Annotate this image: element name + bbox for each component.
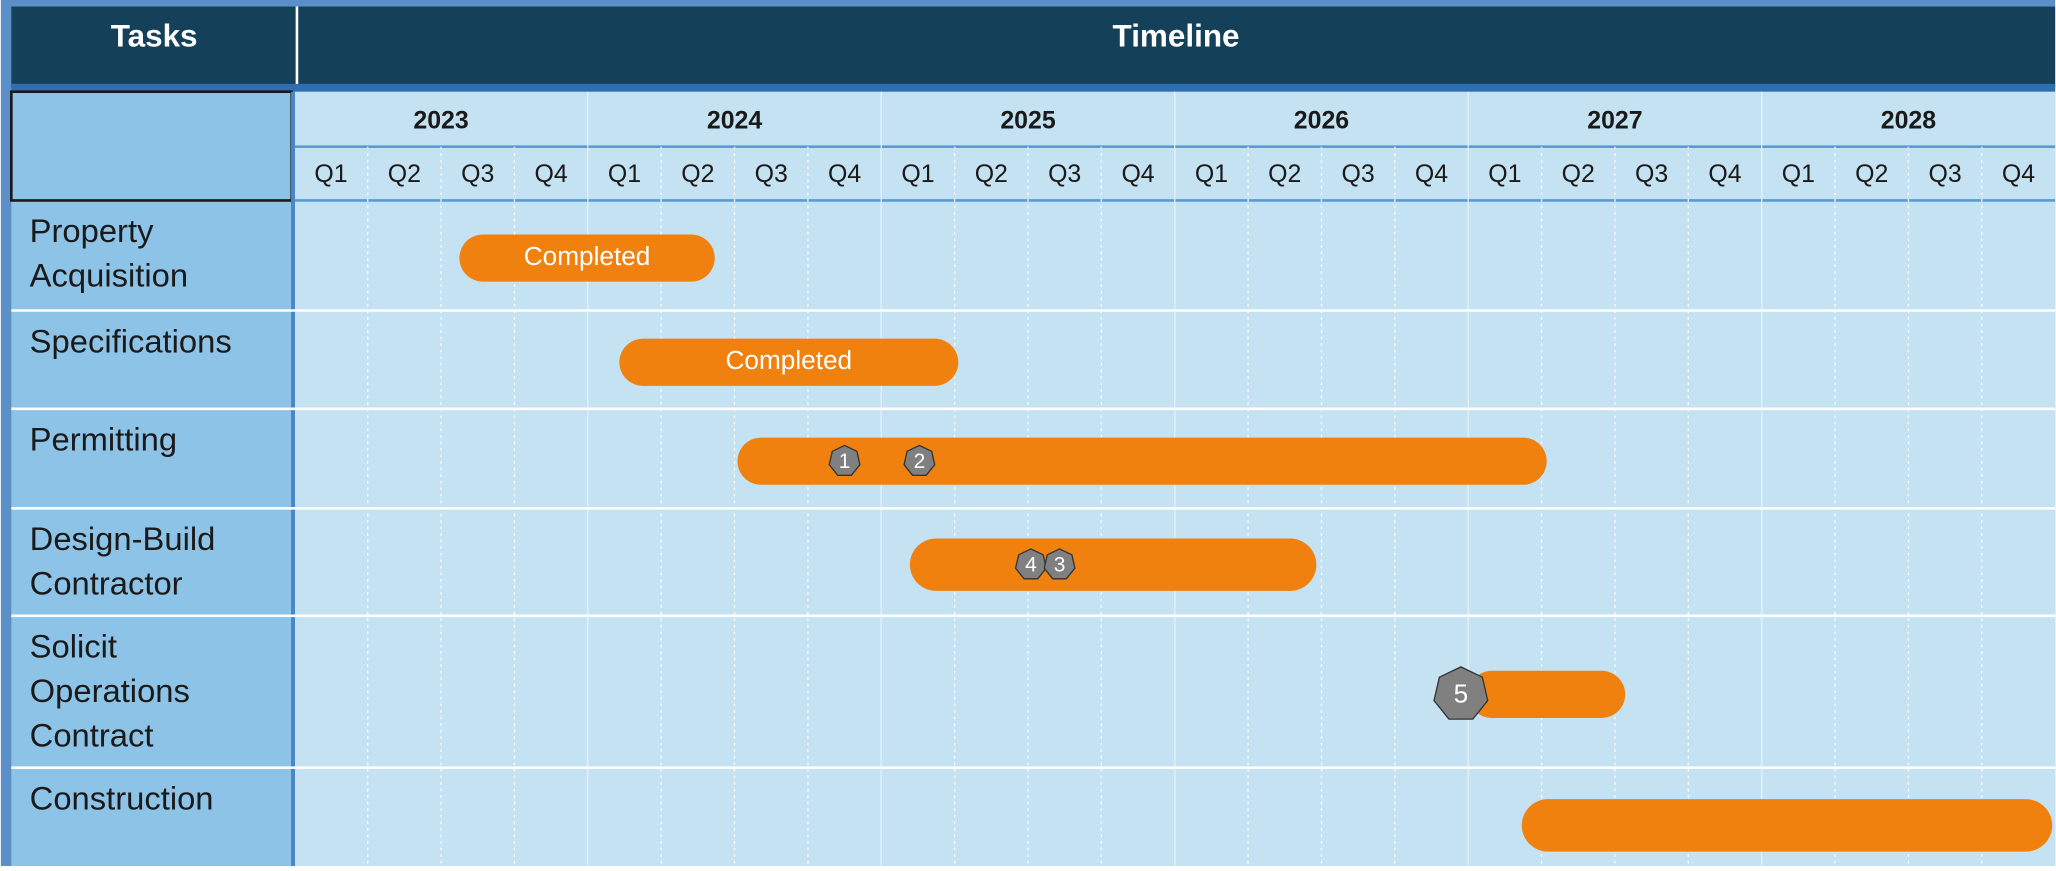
quarter-label: Q4: [535, 160, 568, 188]
task-label: Property Acquisition: [30, 212, 188, 294]
task-bar: [909, 538, 1317, 591]
quarter-label: Q3: [1048, 160, 1081, 188]
quarter-label: Q3: [755, 160, 788, 188]
quarter-label: Q4: [2002, 160, 2035, 188]
year-label: 2027: [1587, 106, 1642, 134]
year-label: 2025: [1000, 106, 1056, 134]
task-label: Construction: [30, 779, 214, 816]
milestone: [903, 444, 936, 476]
task-label: Design-Build Contractor: [30, 520, 216, 602]
task-bar: [619, 338, 959, 386]
task-label: Solicit Operations Contract: [30, 627, 190, 753]
milestone-label: 5: [1454, 679, 1469, 709]
task-bar: [459, 234, 715, 282]
quarter-label: Q3: [1635, 160, 1668, 188]
quarter-label: Q3: [461, 160, 494, 188]
quarter-label: Q1: [901, 160, 934, 188]
bar-label: Completed: [524, 241, 651, 271]
task-label: Specifications: [30, 322, 232, 359]
milestone-label: 3: [1054, 554, 1066, 577]
timeline-header: Timeline: [1113, 18, 1240, 53]
quarter-label: Q1: [314, 160, 347, 188]
quarter-label: Q4: [1708, 160, 1741, 188]
quarter-label: Q1: [1195, 160, 1228, 188]
bar-label: Completed: [725, 345, 852, 375]
milestone: [828, 444, 861, 476]
header-border: [11, 83, 2056, 92]
quarter-label: Q3: [1929, 160, 1962, 188]
quarter-label: Q1: [1782, 160, 1815, 188]
year-label: 2023: [413, 106, 468, 134]
milestone-label: 2: [914, 450, 926, 473]
year-label: 2024: [707, 106, 763, 134]
year-label: 2028: [1881, 106, 1937, 134]
header-bar: [11, 6, 2056, 88]
quarter-label: Q2: [975, 160, 1008, 188]
milestone: [1043, 548, 1076, 580]
milestone-label: 1: [839, 450, 851, 473]
quarter-label: Q4: [828, 160, 861, 188]
task-label: Permitting: [30, 420, 177, 457]
quarter-label: Q2: [1855, 160, 1888, 188]
task-bar: [737, 437, 1547, 485]
task-column: [11, 91, 295, 866]
quarter-label: Q2: [1562, 160, 1595, 188]
quarter-label: Q2: [681, 160, 714, 188]
task-bar: [1468, 670, 1626, 718]
milestone: [1433, 666, 1489, 720]
task-bar: [1521, 799, 2053, 852]
quarter-label: Q1: [1488, 160, 1521, 188]
quarter-label: Q2: [388, 160, 421, 188]
milestone: [1014, 548, 1047, 580]
milestone-label: 4: [1025, 554, 1037, 577]
quarter-label: Q4: [1415, 160, 1448, 188]
quarter-label: Q2: [1268, 160, 1301, 188]
year-label: 2026: [1294, 106, 1349, 134]
quarter-label: Q1: [608, 160, 641, 188]
quarter-label: Q4: [1121, 160, 1154, 188]
corner-cell: [10, 90, 294, 202]
tasks-header: Tasks: [111, 18, 198, 53]
quarter-label: Q3: [1342, 160, 1375, 188]
